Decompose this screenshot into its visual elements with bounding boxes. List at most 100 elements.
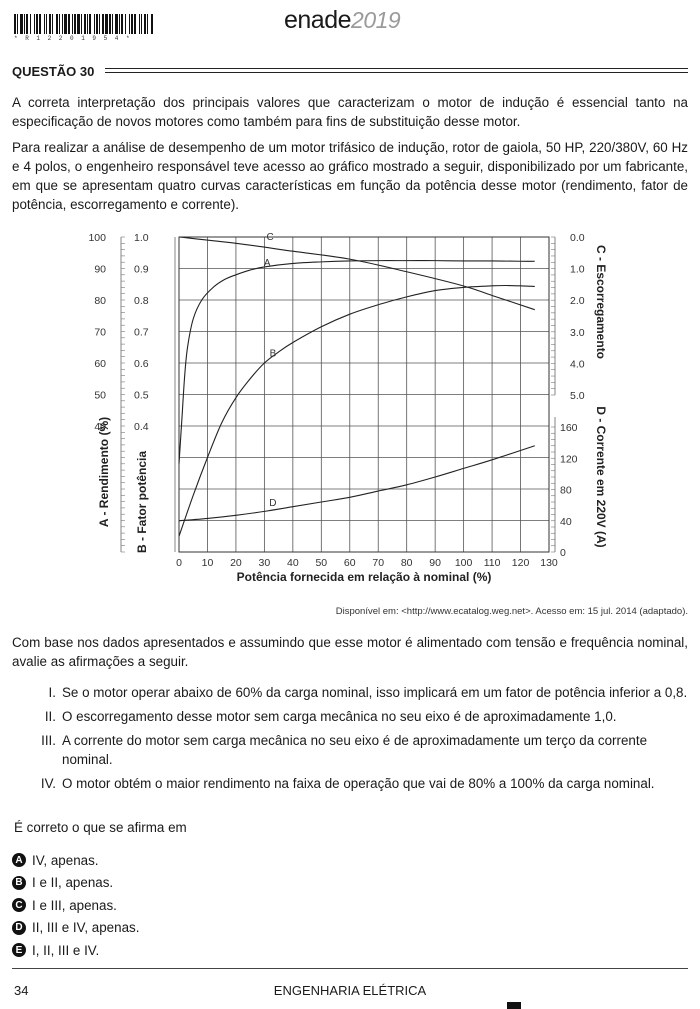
x-tick-label: 30 — [259, 557, 271, 569]
question-title: QUESTÃO 30 — [12, 64, 95, 79]
axis-C-tick-label: 4.0 — [570, 358, 585, 370]
barcode-bar — [39, 14, 41, 34]
axis-D-tick-label: 120 — [560, 453, 578, 465]
context-paragraph: Para realizar a análise de desempenho de… — [12, 140, 688, 212]
barcode-bar — [34, 14, 35, 34]
option-letter-badge: D — [12, 920, 26, 935]
barcode-bar — [129, 14, 130, 34]
option-text: IV, apenas. — [32, 852, 99, 868]
motor-chart: 0 10 20 30 40 50 60 70 80 90 100 110 120 130 Potência … — [88, 232, 608, 584]
option-d[interactable]: D II, III e IV, apenas. — [12, 917, 139, 940]
curve-label-d: D — [269, 498, 276, 509]
x-axis-title: Potência fornecida em relação à nominal … — [237, 570, 492, 584]
axis-C-title: C - Escorregamento — [594, 245, 608, 359]
x-tick-label: 110 — [484, 557, 501, 569]
statement-text: A corrente do motor sem carga mecânica n… — [62, 733, 648, 767]
x-tick-label: 40 — [287, 557, 299, 569]
footer-registration-mark — [507, 1002, 521, 1009]
axis-B-tick-label: 0.9 — [134, 264, 149, 276]
barcode-bar — [59, 14, 60, 34]
barcode-bar — [141, 14, 142, 34]
axis-D-tick-label: 160 — [560, 422, 578, 434]
barcode-bar — [144, 14, 146, 34]
option-letter-badge: B — [12, 875, 26, 890]
axis-A-title: A - Rendimento (%) — [97, 417, 111, 527]
enade-logo: enade2019 — [284, 6, 401, 35]
option-text: I e II, apenas. — [32, 875, 114, 891]
x-tick-label: 120 — [512, 557, 530, 569]
footer-course-title: ENGENHARIA ELÉTRICA — [273, 983, 427, 998]
barcode-bar — [112, 14, 113, 34]
plot-frame — [178, 236, 550, 553]
axis-B-tick-label: 0.4 — [134, 421, 149, 433]
barcode-bar — [68, 14, 70, 34]
x-tick-label: 80 — [401, 557, 413, 569]
statement-item: II. O escorregamento desse motor sem carg… — [32, 707, 688, 726]
statement-number: I. — [48, 685, 56, 700]
axis-A-tick-label: 50 — [94, 390, 106, 402]
barcode-bar — [147, 14, 148, 34]
axis-C-tick-label: 0.0 — [570, 232, 585, 244]
barcode-bar — [20, 14, 23, 34]
statement-number: II. — [44, 709, 56, 724]
prompt-paragraph: Com base nos dados apresentados e assumi… — [12, 635, 688, 669]
barcode-bar — [74, 14, 76, 34]
barcode-bar — [96, 14, 98, 34]
barcode-bar — [36, 14, 38, 34]
barcode-bar — [72, 14, 73, 34]
barcode-text: * R 1 2 2 0 1 9 5 4 * — [14, 35, 132, 42]
x-tick-label: 0 — [176, 557, 182, 569]
option-b[interactable]: B I e II, apenas. — [12, 872, 139, 895]
logo-year: 2019 — [351, 7, 401, 33]
answer-options: A IV, apenas. B I e II, apenas. C I e III, … — [12, 849, 139, 962]
axis-D-tick-label: 40 — [560, 516, 572, 528]
axis-A-tick-label: 100 — [88, 232, 106, 244]
barcode-bar — [102, 14, 104, 34]
option-a[interactable]: A IV, apenas. — [12, 849, 139, 872]
barcode-bar — [62, 14, 63, 34]
axis-B-tick-label: 0.7 — [134, 327, 149, 339]
barcode-bar — [119, 14, 120, 34]
x-tick-label: 60 — [344, 557, 356, 569]
barcode-bar — [81, 14, 82, 34]
intro-paragraph: A correta interpretação dos principais v… — [12, 95, 688, 129]
option-letter-badge: C — [12, 898, 26, 913]
axis-D-tick-label: 0 — [560, 547, 566, 559]
barcode-bar — [49, 14, 51, 34]
barcode-bar — [56, 14, 58, 34]
axis-A-tick-label: 70 — [94, 327, 106, 339]
barcode-bar — [89, 14, 91, 34]
x-tick-label: 20 — [230, 557, 242, 569]
x-tick-label: 100 — [455, 557, 473, 569]
barcode-bar — [52, 14, 53, 34]
axis-D-tick-label: 80 — [560, 485, 572, 497]
axis-B-tick-label: 0.8 — [134, 295, 149, 307]
curve-label-a: A — [264, 258, 271, 269]
option-c[interactable]: C I e III, apenas. — [12, 894, 139, 917]
barcode-bar — [84, 14, 86, 34]
statement-item: IV. O motor obtém o maior rendimento na f… — [32, 774, 688, 793]
statement-number: IV. — [40, 776, 56, 791]
x-tick-label: 70 — [372, 557, 384, 569]
option-e[interactable]: E I, II, III e IV. — [12, 939, 139, 962]
axis-A-tick-label: 80 — [94, 295, 106, 307]
axis-C-tick-label: 5.0 — [570, 390, 585, 402]
axis-A-tick-label: 60 — [94, 358, 106, 370]
axis-B-tick-label: 1.0 — [134, 232, 149, 244]
barcode-bar — [134, 14, 136, 34]
statement-text: Se o motor operar abaixo de 60% da carga… — [62, 685, 688, 700]
barcode-bar — [94, 14, 95, 34]
barcode-bar — [87, 14, 88, 34]
barcode — [14, 14, 153, 34]
barcode-bar — [121, 14, 123, 34]
barcode-bar — [26, 14, 28, 34]
source-citation: Disponível em: <http://www.ecatalog.weg.… — [335, 606, 688, 617]
x-tick-label: 10 — [202, 557, 214, 569]
axis-B-tick-label: 0.5 — [134, 390, 149, 402]
footer-rule — [12, 968, 688, 969]
logo-brand: enade — [284, 6, 352, 34]
axis-C-tick-label: 1.0 — [570, 264, 585, 276]
option-text: II, III e IV, apenas. — [32, 920, 140, 936]
curve-b — [178, 284, 535, 537]
option-text: I e III, apenas. — [32, 897, 117, 913]
